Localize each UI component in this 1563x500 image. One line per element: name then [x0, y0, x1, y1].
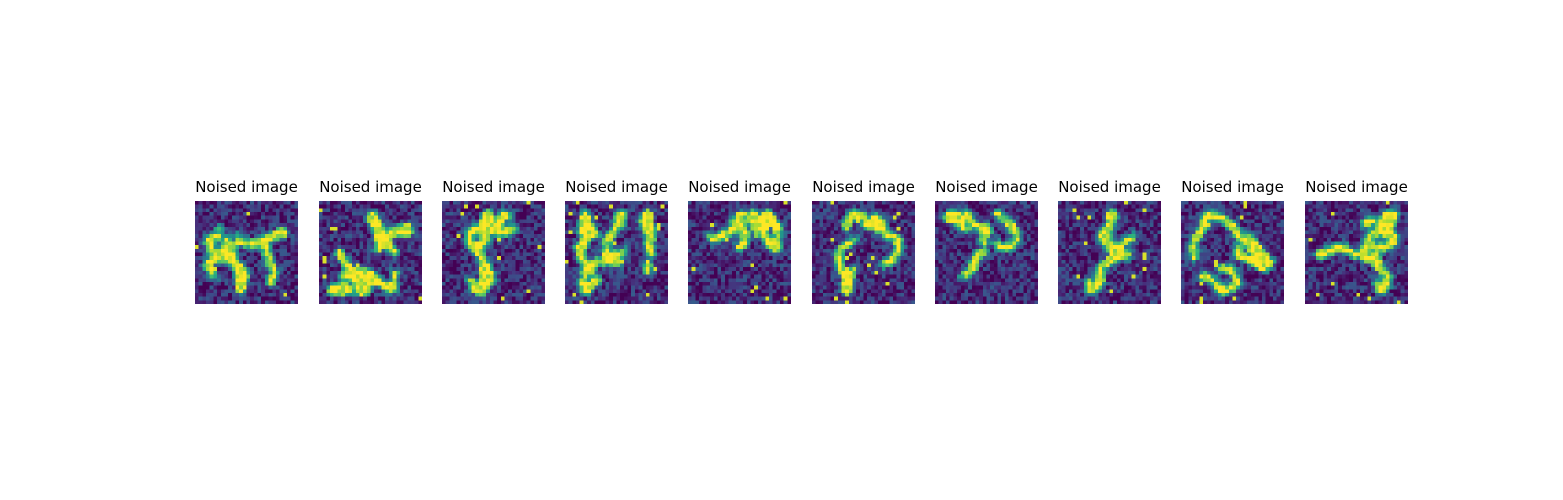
panel-title: Noised image: [442, 178, 545, 196]
noised-image: [935, 201, 1038, 304]
panel-title: Noised image: [1058, 178, 1161, 196]
noised-image: [1181, 201, 1284, 304]
panel-title: Noised image: [1181, 178, 1284, 196]
panel-title: Noised image: [812, 178, 915, 196]
panel-title: Noised image: [195, 178, 298, 196]
noised-image: [565, 201, 668, 304]
noised-image: [1305, 201, 1408, 304]
panel-title: Noised image: [319, 178, 422, 196]
noised-image: [812, 201, 915, 304]
panel-title: Noised image: [565, 178, 668, 196]
noised-image: [442, 201, 545, 304]
panel-title: Noised image: [1305, 178, 1408, 196]
noised-image: [319, 201, 422, 304]
noised-image: [1058, 201, 1161, 304]
panel-title: Noised image: [935, 178, 1038, 196]
panel-title: Noised image: [688, 178, 791, 196]
noised-image: [688, 201, 791, 304]
noised-image: [195, 201, 298, 304]
